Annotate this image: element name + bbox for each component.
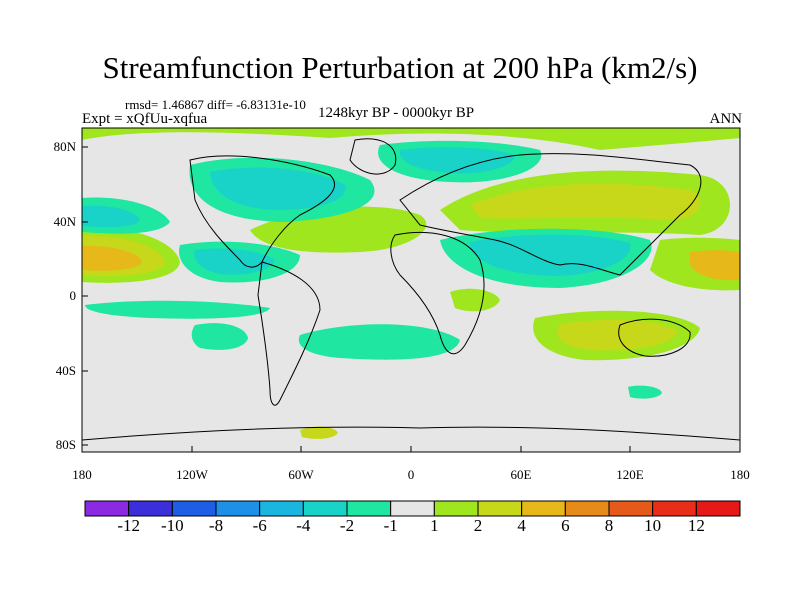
colorbar-label: -8	[208, 516, 224, 535]
coastline-north-america	[189, 155, 336, 268]
contour-negative-north-america-core	[210, 167, 346, 210]
colorbar-label: 8	[604, 516, 614, 535]
contour-positive-eurasia-core	[470, 183, 701, 220]
colorbar-label: 4	[517, 516, 526, 535]
lat-label-0: 0	[69, 288, 77, 303]
colorbar-label: 2	[473, 516, 483, 535]
lon-label-0: 0	[407, 467, 415, 482]
coastline-south-america	[257, 261, 321, 406]
lon-label-120w: 120W	[176, 467, 208, 482]
colorbar-swatch	[521, 500, 566, 517]
colorbar-swatch	[652, 500, 697, 517]
lon-label-60w: 60W	[288, 467, 314, 482]
experiment-text: Expt = xQfUu-xqfua	[82, 111, 208, 127]
colorbar-label: 1	[430, 516, 439, 535]
colorbar-label: 10	[644, 516, 662, 535]
coastline-africa	[390, 231, 485, 355]
contour-positive-antarctic	[300, 426, 338, 439]
axis-ticks	[82, 146, 631, 452]
coastline-antarctica	[82, 426, 740, 441]
lat-label-40n: 40N	[53, 214, 76, 229]
contour-negative-pacific-core	[82, 205, 140, 228]
lon-label-120e: 120E	[616, 467, 644, 482]
colorbar-swatch	[259, 500, 304, 517]
colorbar	[84, 500, 741, 517]
coastline-australia	[618, 318, 691, 357]
colorbar-swatch	[346, 500, 392, 517]
colorbar-label: 6	[561, 516, 570, 535]
colorbar-label: -12	[117, 516, 140, 535]
chart-title: Streamfunction Perturbation at 200 hPa (…	[102, 50, 698, 85]
contour-negative-siberia-core	[399, 147, 515, 174]
colorbar-swatch	[695, 500, 741, 517]
colorbar-label: 12	[687, 516, 705, 535]
contour-negative-south-pacific	[85, 300, 270, 319]
colorbar-label: -6	[252, 516, 267, 535]
lat-label-80s: 80S	[55, 437, 76, 452]
coastline-eurasia	[399, 153, 702, 276]
contour-negative-americas-core	[194, 248, 275, 275]
colorbar-swatch	[477, 500, 523, 517]
colorbar-label: -10	[160, 516, 184, 535]
contour-negative-south-west-pacific	[628, 385, 662, 399]
colorbar-swatch	[128, 500, 173, 517]
colorbar-label: -4	[296, 516, 311, 535]
period-text: 1248kyr BP - 0000kyr BP	[318, 105, 475, 121]
contour-positive-indian-ocean-core	[557, 319, 678, 351]
colorbar-swatch	[171, 500, 217, 517]
lat-label-80n: 80N	[53, 139, 76, 154]
colorbar-label: -2	[339, 516, 355, 535]
colorbar-swatch	[390, 500, 435, 517]
colorbar-swatch	[302, 500, 348, 517]
lon-label-180-east: 180	[730, 467, 750, 482]
lon-label-60e: 60E	[510, 467, 532, 482]
colorbar-label: -1	[383, 516, 398, 535]
colorbar-swatch	[215, 500, 261, 517]
contour-positive-arctic	[82, 128, 740, 150]
coastlines	[82, 138, 740, 441]
contour-positive-pacific-west-core	[82, 245, 142, 271]
lon-label-180-west: 180	[72, 467, 92, 482]
season-text: ANN	[709, 111, 743, 127]
contour-positive-south-africa	[450, 288, 500, 312]
contour-positive-pacific-east-core	[690, 250, 740, 281]
lat-label-40s: 40S	[55, 363, 76, 378]
stats-text: rmsd= 1.46867 diff= -6.83131e-10	[125, 97, 306, 112]
contour-negative-south-east-pacific	[191, 323, 248, 350]
contour-fields	[82, 128, 740, 439]
colorbar-swatch	[433, 500, 479, 517]
coastline-greenland	[349, 138, 397, 175]
contour-negative-south-atlantic	[298, 324, 460, 360]
colorbar-swatch	[564, 500, 610, 517]
colorbar-swatch	[84, 500, 130, 517]
colorbar-swatch	[608, 500, 654, 517]
